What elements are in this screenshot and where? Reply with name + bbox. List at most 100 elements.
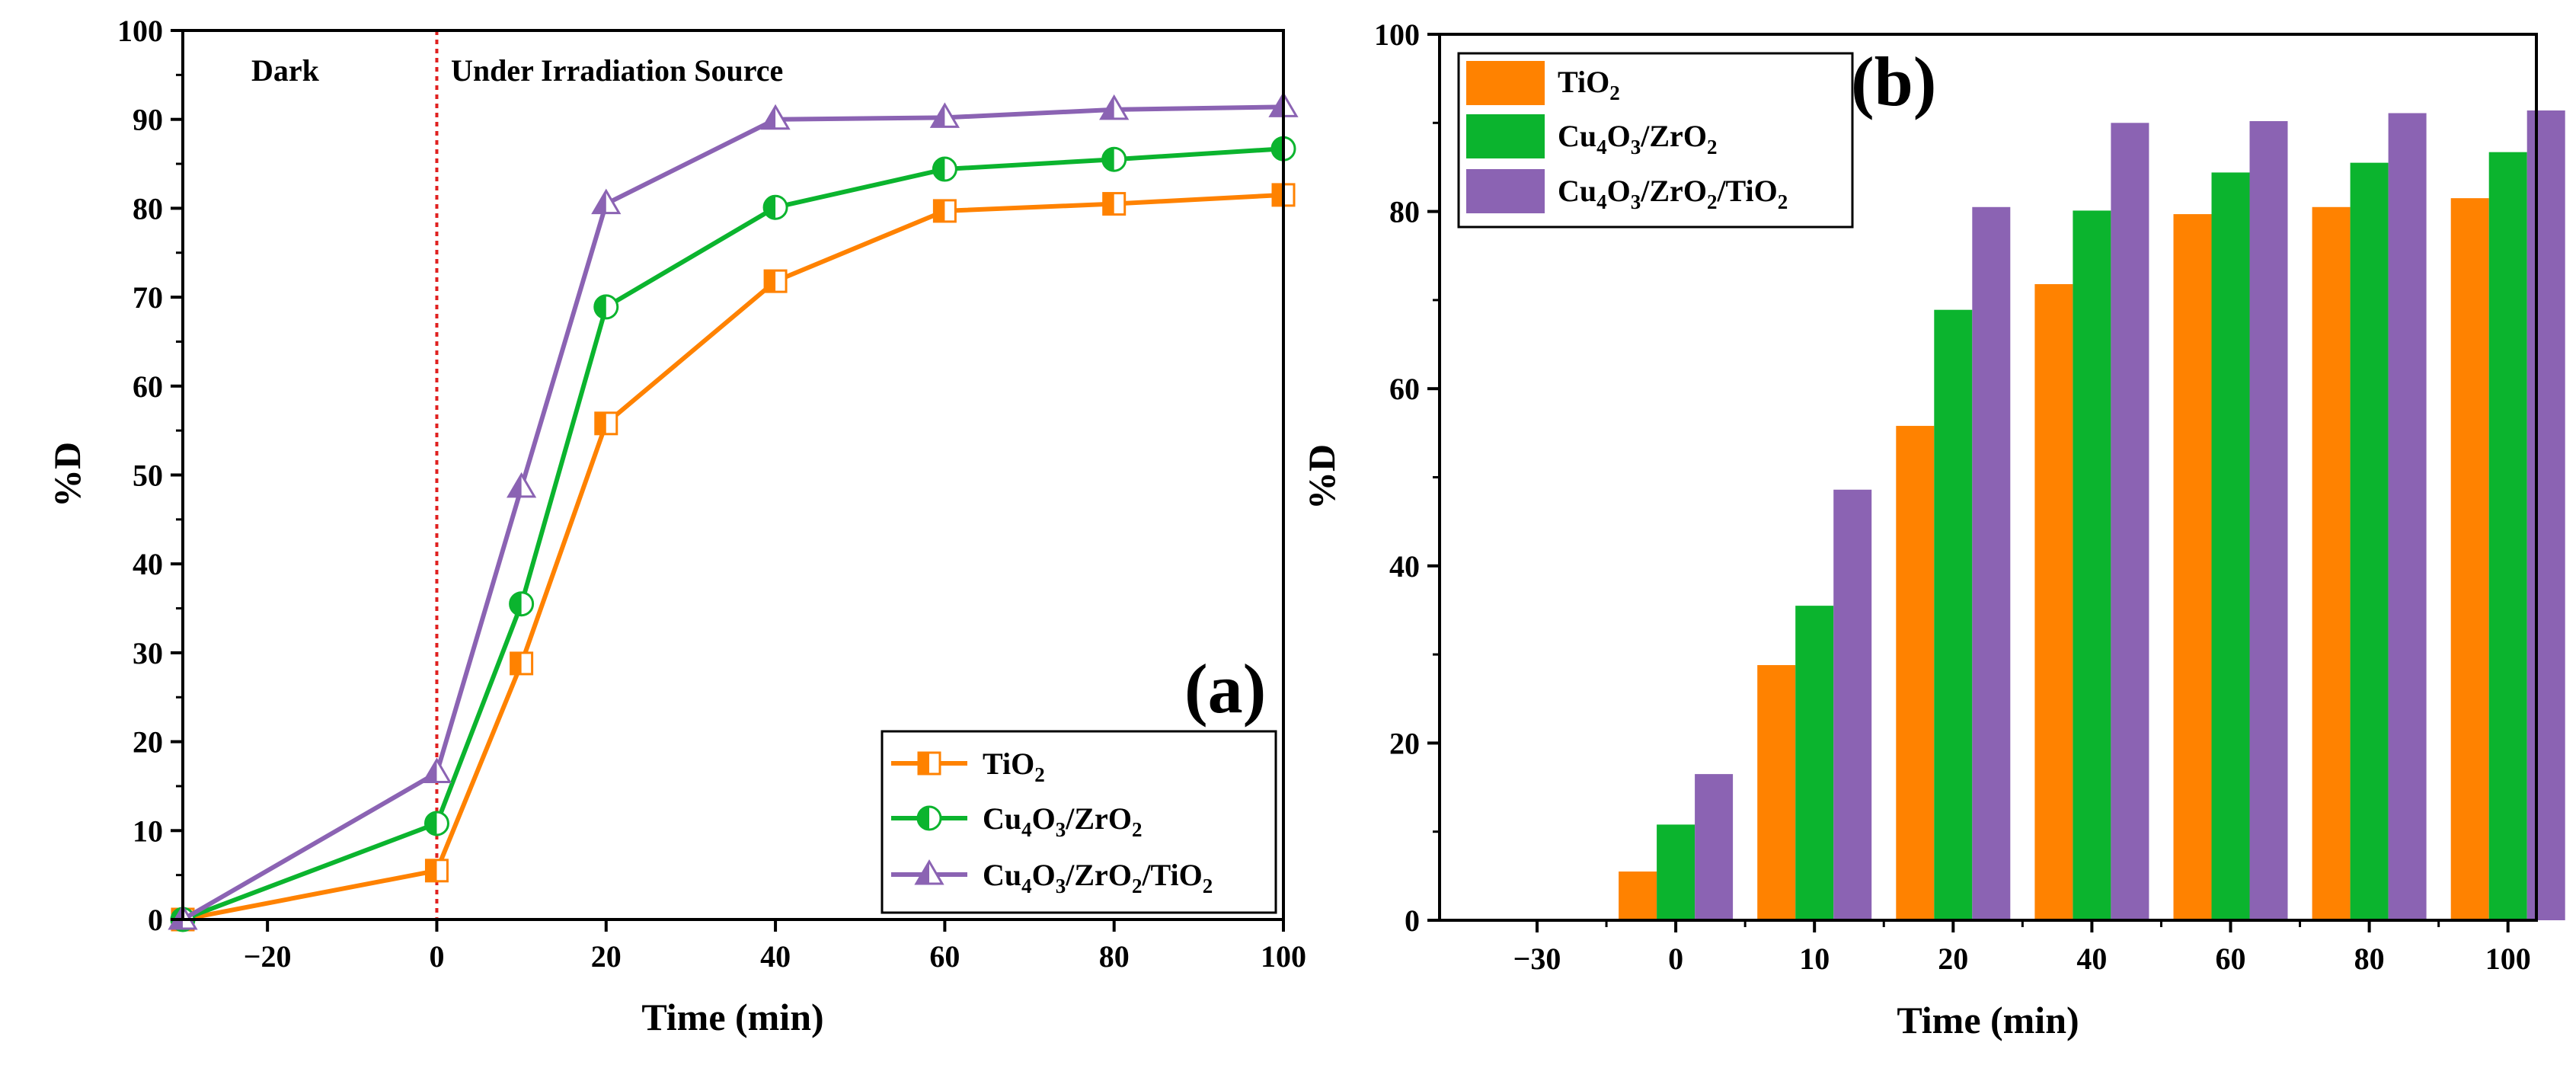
b-ytick-label-80: 80 xyxy=(1389,195,1420,229)
a-ytick-label-90: 90 xyxy=(133,103,163,137)
a-point-cu4o3-zro2-tio2-60 xyxy=(929,102,960,128)
panel-b-ylabel: %D xyxy=(1300,444,1343,510)
a-ytick-label-20: 20 xyxy=(133,725,163,760)
a-point-tio2-0-fill xyxy=(426,859,437,881)
b-bar-tio2-100 xyxy=(2450,198,2489,920)
a-point-cu4o3-zro2-40-fill xyxy=(764,196,776,219)
legend-a-cuzr-marker-fill xyxy=(918,807,929,830)
a-ytick-label-40: 40 xyxy=(133,547,163,581)
a-point-tio2-20-fill xyxy=(595,412,606,434)
a-point-cu4o3-zro2-20 xyxy=(593,294,619,320)
a-xtick-label--20: −20 xyxy=(244,939,292,974)
b-ytick-label-60: 60 xyxy=(1389,372,1420,406)
legend-b-cuzr: Cu4O3/ZrO2 xyxy=(1466,114,1717,158)
b-bar-tio2-40 xyxy=(2034,283,2073,920)
panel-a-line-chart: Dark Under Irradiation Source −20 0 20 40 60… xyxy=(46,14,1306,1038)
b-xtick-label-60: 60 xyxy=(2216,942,2246,976)
a-point-cu4o3-zro2-tio2-20-fill xyxy=(593,190,606,213)
a-point-cu4o3-zro2-tio2-100-fill xyxy=(1270,94,1283,117)
a-xtick-label-100: 100 xyxy=(1261,939,1306,974)
a-point-cu4o3-zro2-tio2-80 xyxy=(1099,94,1130,120)
a-ytick-label-50: 50 xyxy=(133,459,163,493)
legend-b-cuzrti: Cu4O3/ZrO2/TiO2 xyxy=(1466,169,1788,213)
b-bar-tio2-10 xyxy=(1757,665,1796,920)
b-bar-cu4o3-zro2-tio2-80 xyxy=(2388,113,2427,921)
a-series-line-tio2 xyxy=(182,192,1284,922)
panel-a-ylabel: %D xyxy=(46,442,88,507)
a-point-cu4o3-zro2-tio2-0-fill xyxy=(423,760,437,782)
a-point-cu4o3-zro2-100-fill xyxy=(1272,137,1283,161)
a-xtick-label-40: 40 xyxy=(760,939,791,974)
a-point-cu4o3-zro2-10 xyxy=(509,591,535,617)
b-bar-cu4o3-zro2-tio2-10 xyxy=(1833,489,1872,920)
a-point-tio2-60 xyxy=(932,199,957,223)
b-xtick-label-0: 0 xyxy=(1668,942,1683,976)
panel-a-legend: TiO2 Cu4O3/ZrO2 Cu4O3/ZrO2/TiO2 xyxy=(881,730,1277,914)
a-ytick-label-0: 0 xyxy=(148,903,163,937)
b-bar-cu4o3-zro2-tio2-60 xyxy=(2249,120,2288,920)
a-point-cu4o3-zro2-tio2-10 xyxy=(506,472,537,498)
a-series-line-cu4o3-zro2 xyxy=(181,146,1284,922)
a-point-tio2-100-fill xyxy=(1273,184,1283,206)
a-point-cu4o3-zro2-tio2-40-fill xyxy=(762,106,776,129)
b-bar-cu4o3-zro2-tio2-0 xyxy=(1695,774,1734,920)
panel-b-label: (b) xyxy=(1851,43,1936,120)
a-ytick-label-10: 10 xyxy=(133,814,163,848)
b-bar-cu4o3-zro2-60 xyxy=(2211,172,2250,921)
b-bar-cu4o3-zro2-tio2-20 xyxy=(1972,206,2011,920)
legend-a-tio2-marker-fill xyxy=(919,753,929,774)
legend-b-cuzr-swatch xyxy=(1466,114,1545,158)
a-point-cu4o3-zro2-60 xyxy=(932,156,957,182)
legend-a-cuzr-text: Cu4O3/ZrO2 xyxy=(983,801,1142,841)
a-ytick-label-30: 30 xyxy=(133,636,163,670)
legend-b-tio2-text: TiO2 xyxy=(1558,65,1620,104)
b-ytick-label-20: 20 xyxy=(1389,726,1420,760)
legend-a-cuzrti-marker-fill xyxy=(916,862,929,884)
panel-a-dark-label: Dark xyxy=(251,53,320,88)
legend-b-tio2: TiO2 xyxy=(1466,61,1620,105)
a-ytick-label-70: 70 xyxy=(133,280,163,315)
legend-b-cuzrti-text: Cu4O3/ZrO2/TiO2 xyxy=(1558,174,1788,213)
legend-a-tio2: TiO2 xyxy=(891,747,1045,786)
a-series-line-cu4o3-zro2-tio2 xyxy=(181,104,1284,922)
a-point-cu4o3-zro2-0-fill xyxy=(425,811,437,835)
b-xtick-label-10: 10 xyxy=(1799,942,1830,976)
b-bar-cu4o3-zro2-40 xyxy=(2073,210,2111,920)
a-point-cu4o3-zro2-60-fill xyxy=(933,158,945,181)
a-point-tio2-10-fill xyxy=(510,652,522,674)
b-bar-cu4o3-zro2-100 xyxy=(2488,152,2527,920)
panel-a-ticks: −20 0 20 40 60 80 100 0 10 20 30 40 50 60 70 80 90 100 xyxy=(117,14,1306,974)
a-ytick-label-60: 60 xyxy=(133,369,163,404)
a-xtick-label-60: 60 xyxy=(929,939,960,974)
a-xtick-label-80: 80 xyxy=(1099,939,1130,974)
b-bar-cu4o3-zro2-20 xyxy=(1934,309,1973,920)
a-point-cu4o3-zro2-tio2-10-fill xyxy=(508,474,522,497)
a-point-cu4o3-zro2-tio2-40 xyxy=(760,104,791,130)
panel-b-xlabel: Time (min) xyxy=(1897,999,2079,1041)
a-ytick-label-100: 100 xyxy=(117,14,163,48)
legend-b-tio2-swatch xyxy=(1466,61,1545,105)
panel-a-xlabel: Time (min) xyxy=(641,996,823,1038)
a-point-cu4o3-zro2-20-fill xyxy=(594,295,606,318)
b-bar-cu4o3-zro2-10 xyxy=(1795,606,1834,920)
b-ytick-label-100: 100 xyxy=(1374,18,1420,52)
legend-a-cuzr: Cu4O3/ZrO2 xyxy=(891,801,1142,841)
panel-b-bars xyxy=(1619,110,2565,921)
b-bar-tio2-0 xyxy=(1619,872,1657,920)
a-point-tio2-80 xyxy=(1102,192,1127,216)
legend-a-cuzrti: Cu4O3/ZrO2/TiO2 xyxy=(891,858,1213,897)
a-ytick-label-80: 80 xyxy=(133,191,163,225)
a-point-cu4o3-zro2-tio2-60-fill xyxy=(932,104,945,127)
a-point-cu4o3-zro2-40 xyxy=(762,194,788,220)
a-point-cu4o3-zro2-80 xyxy=(1101,146,1127,172)
panel-a-label: (a) xyxy=(1184,650,1266,728)
b-bar-tio2-20 xyxy=(1896,426,1935,920)
a-xtick-label-0: 0 xyxy=(429,939,444,974)
a-point-tio2-80-fill xyxy=(1103,193,1114,215)
b-xtick-label-100: 100 xyxy=(2485,942,2531,976)
b-bar-cu4o3-zro2-tio2-100 xyxy=(2526,110,2565,920)
b-ytick-label-40: 40 xyxy=(1389,549,1420,584)
a-point-cu4o3-zro2-tio2-80-fill xyxy=(1101,96,1114,119)
a-point-tio2-40-fill xyxy=(765,270,776,293)
